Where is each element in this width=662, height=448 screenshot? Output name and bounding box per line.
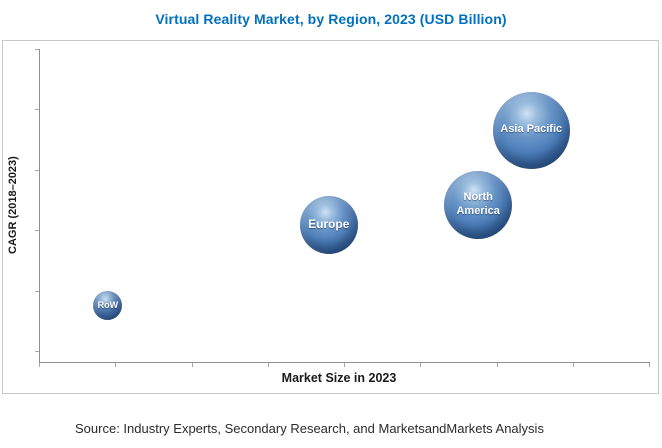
x-axis-tick	[496, 363, 498, 367]
x-axis-tick	[39, 363, 40, 367]
bubble-label: Europe	[308, 217, 350, 232]
y-axis-line	[39, 49, 40, 362]
bubble-north-america: North America	[444, 170, 513, 239]
y-axis-tick	[35, 290, 39, 292]
bubble-asia-pacific: Asia Pacific	[492, 91, 570, 169]
x-axis-tick	[267, 363, 269, 367]
x-axis-tick	[191, 363, 193, 367]
x-axis-tick	[572, 363, 574, 367]
chart-area: CAGR (2018–2023) RoW Europe North America A…	[2, 40, 659, 394]
x-axis-line	[39, 362, 650, 363]
chart-title: Virtual Reality Market, by Region, 2023 …	[155, 11, 507, 27]
y-axis-title: CAGR (2018–2023)	[7, 156, 19, 255]
y-axis-tick	[35, 230, 39, 232]
x-axis-tick	[420, 363, 422, 367]
bubble-label: Asia Pacific	[500, 123, 563, 136]
y-axis-tick	[35, 49, 39, 50]
x-axis-tick	[115, 363, 117, 367]
bubble-label: RoW	[97, 300, 119, 311]
bubble-europe: Europe	[299, 195, 358, 254]
x-axis-tick	[649, 363, 650, 367]
x-axis-tick	[344, 363, 345, 367]
y-axis-tick	[35, 351, 39, 352]
x-axis-title: Market Size in 2023	[281, 371, 397, 385]
source-note: Source: Industry Experts, Secondary Rese…	[75, 421, 544, 436]
bubble-row: RoW	[93, 291, 123, 321]
bubble-label: North America	[456, 191, 500, 217]
y-axis-tick	[35, 109, 39, 111]
y-axis-tick	[35, 169, 39, 171]
